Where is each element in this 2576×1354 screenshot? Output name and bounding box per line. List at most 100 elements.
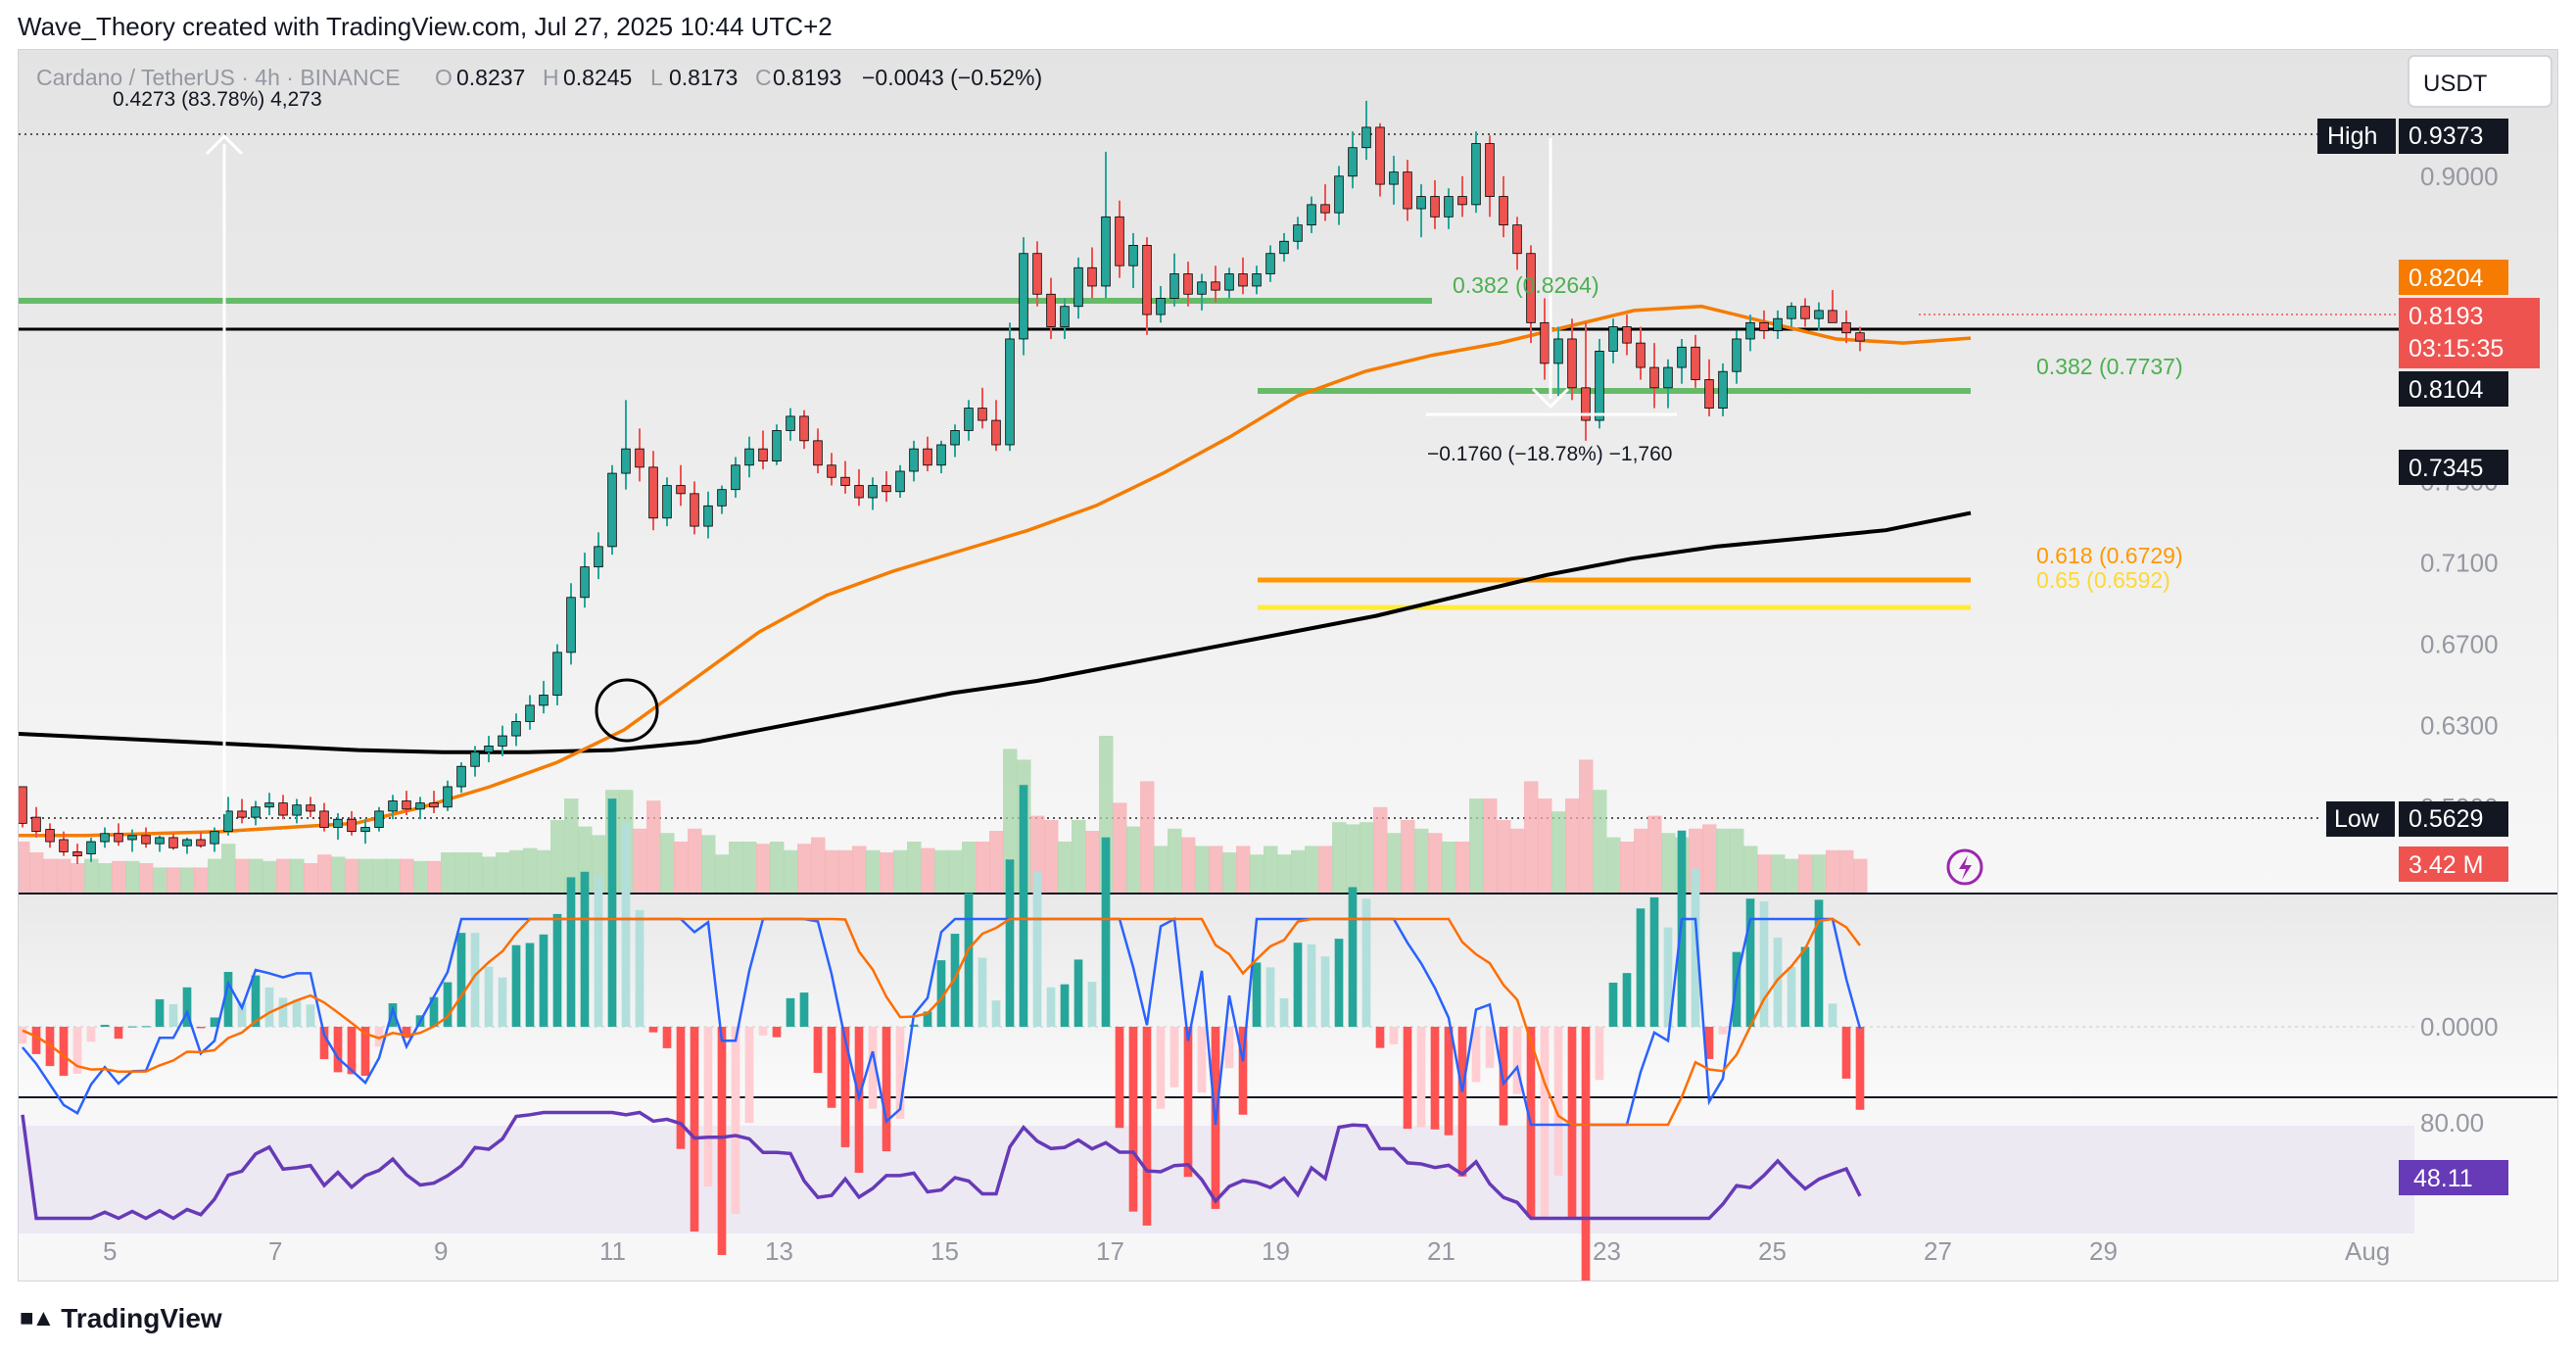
candle	[744, 436, 754, 478]
candle	[799, 410, 809, 450]
volume-bar	[1510, 828, 1525, 893]
chart-canvas[interactable]: 0.4273 (83.78%) 4,273 −0.1760 (−18.78%) …	[19, 50, 2558, 1281]
volume-bar	[1565, 798, 1580, 893]
candle	[388, 795, 398, 820]
macd-histogram-bar	[580, 871, 590, 1027]
macd-histogram-bar	[690, 1027, 699, 1233]
macd-histogram-bar	[1553, 1027, 1563, 1176]
candle	[1320, 184, 1330, 221]
candle	[443, 780, 453, 811]
rsi-tag-box	[2399, 1160, 2508, 1195]
macd-histogram-bar	[758, 1027, 768, 1036]
candle	[210, 827, 219, 852]
candle-body	[868, 485, 878, 499]
macd-histogram-bar	[1636, 908, 1646, 1027]
currency-button[interactable]: USDT	[2408, 55, 2552, 108]
macd-histogram-bar	[1334, 939, 1344, 1027]
volume-bar	[1730, 828, 1744, 893]
candle-body	[347, 818, 357, 833]
candle	[141, 827, 151, 848]
candle	[1430, 179, 1440, 229]
volume-bar	[167, 867, 181, 893]
candle	[690, 481, 699, 535]
macd-histogram-bar	[1361, 898, 1371, 1027]
candle	[182, 837, 192, 854]
macd-histogram-bar	[1444, 1027, 1454, 1136]
volume-bar	[98, 863, 113, 893]
candle-body	[182, 839, 192, 846]
macd-histogram-bar	[1279, 997, 1289, 1027]
volume-bar	[797, 844, 812, 893]
lightning-icon-circle[interactable]	[1946, 848, 1983, 886]
lightning-icon[interactable]	[1946, 848, 1983, 886]
macd-histogram-bar	[1732, 951, 1741, 1027]
macd-histogram-bar	[936, 960, 946, 1027]
candle-body	[676, 485, 686, 495]
candle	[1540, 298, 1550, 380]
macd-histogram-bar	[1485, 1027, 1495, 1069]
low-tag-name-box	[2326, 801, 2395, 837]
candle-body	[1307, 204, 1316, 226]
candle-body	[799, 415, 809, 442]
volume-bar	[852, 846, 867, 893]
volume-bar	[290, 858, 305, 893]
candle-body	[786, 415, 795, 431]
volume-bar	[1524, 781, 1539, 893]
fib-618-label: 0.618 (0.6729)	[2036, 543, 2183, 568]
candle	[1224, 267, 1234, 299]
crossover-circle	[595, 678, 659, 743]
close-value: 0.8193	[773, 65, 841, 90]
candle-body	[1787, 306, 1796, 319]
candle	[580, 553, 590, 608]
candle-body	[978, 408, 987, 421]
currency-button-box[interactable]	[2408, 55, 2552, 108]
candle-body	[1060, 306, 1070, 327]
candle	[1060, 298, 1070, 339]
volume-bar	[1181, 837, 1196, 893]
candle	[114, 823, 123, 846]
candle	[1499, 175, 1508, 238]
candle	[292, 798, 302, 824]
symbol-legend[interactable]: Cardano / TetherUS · 4h · BINANCE O 0.82…	[36, 65, 1042, 90]
time-axis[interactable]: 5 7 9 11 13 15 17 19 21 23 25 27 29 Aug	[103, 1236, 2390, 1266]
volume-tag: 3.42 M	[2399, 846, 2508, 882]
candle	[1389, 156, 1399, 205]
candle	[168, 833, 178, 850]
low-tag-name: Low	[2334, 805, 2380, 833]
candle	[731, 457, 740, 499]
volume-bar	[1236, 846, 1251, 893]
brand-name: TradingView	[61, 1303, 222, 1333]
chart-frame[interactable]: 0.4273 (83.78%) 4,273 −0.1760 (−18.78%) …	[18, 49, 2558, 1281]
macd-histogram-bar	[1101, 837, 1111, 1027]
symbol-name[interactable]: Cardano / TetherUS · 4h · BINANCE	[36, 65, 401, 90]
candle-body	[936, 444, 946, 466]
candle-body	[1814, 310, 1824, 319]
candle-body	[1649, 366, 1659, 389]
candle-body	[594, 546, 603, 568]
high-tag-value: 0.9373	[2409, 122, 2483, 150]
volume-bar	[1373, 806, 1388, 893]
lightning-icon-bolt[interactable]	[1959, 855, 1972, 880]
macd-histogram-bar	[264, 987, 274, 1027]
candle	[703, 491, 713, 539]
candle	[607, 464, 617, 556]
volume-bar	[1826, 849, 1840, 893]
volume-bar	[756, 844, 771, 893]
candle-body	[827, 464, 836, 478]
volume-bar	[784, 849, 798, 893]
volume-bar	[1771, 854, 1786, 893]
volume-bar	[331, 856, 346, 893]
candle-body	[1581, 387, 1591, 421]
candle	[635, 428, 644, 482]
measure-up-arrowhead	[205, 133, 244, 156]
volume-bar	[934, 849, 949, 893]
macd-histogram-bar	[1320, 956, 1330, 1027]
candle-body	[580, 566, 590, 599]
macd-histogram-bar	[840, 1027, 850, 1147]
currency-button-label[interactable]: USDT	[2423, 71, 2488, 97]
macd-histogram-bar	[1567, 1027, 1577, 1218]
tradingview-brand[interactable]: ■▲ TradingView	[20, 1303, 222, 1334]
chart-caption: Wave_Theory created with TradingView.com…	[18, 12, 833, 41]
ma200-tag-value: 0.7345	[2409, 455, 2483, 482]
candle	[511, 713, 521, 747]
